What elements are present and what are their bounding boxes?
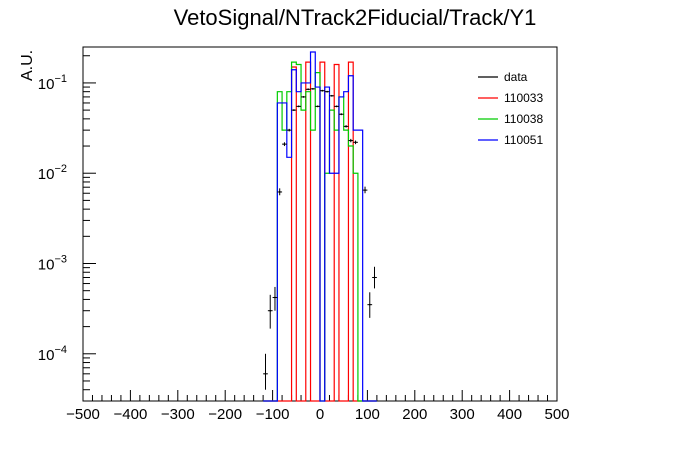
data-point — [348, 138, 354, 143]
data-marker — [311, 87, 314, 90]
x-tick-label: −200 — [208, 406, 242, 423]
data-marker — [340, 113, 343, 116]
legend: data 110033 110038 110051 — [478, 70, 543, 147]
data-point — [324, 90, 330, 93]
x-tick-label: 500 — [544, 406, 569, 423]
y-axis-title: A.U. — [19, 50, 36, 81]
data-marker — [368, 303, 371, 306]
data-marker — [330, 94, 333, 97]
y-tick-label: 10−2 — [38, 163, 67, 183]
axis-ticks: −500 −400 −300 −200 −100 0 100 200 300 400 500 10−4… — [38, 55, 570, 423]
data-point — [267, 294, 273, 329]
y-tick-label: 10−4 — [38, 344, 67, 364]
data-point — [372, 266, 377, 289]
data-point — [367, 292, 373, 318]
data-marker — [345, 125, 347, 128]
data-marker — [278, 191, 281, 193]
histogram-series — [263, 51, 377, 402]
data-marker — [274, 296, 276, 299]
data-point — [272, 286, 278, 311]
x-tick-label: 400 — [497, 406, 522, 423]
data-point — [301, 96, 306, 98]
x-tick-label: 200 — [402, 406, 427, 423]
data-marker — [335, 105, 338, 108]
x-tick-label: −400 — [114, 406, 148, 423]
x-tick-label: 0 — [316, 406, 324, 423]
data-point — [315, 105, 320, 108]
legend-label-data: data — [504, 70, 528, 84]
x-tick-label: −100 — [256, 406, 290, 423]
x-tick-label: −300 — [161, 406, 195, 423]
series-110033-line — [263, 61, 377, 402]
data-marker — [293, 109, 295, 112]
x-tick-label: 300 — [450, 406, 475, 423]
data-point — [320, 89, 325, 92]
data-marker — [283, 143, 286, 146]
data-point — [334, 105, 339, 108]
data-point — [263, 353, 268, 390]
data-point — [343, 125, 349, 128]
data-point — [277, 188, 283, 196]
data-marker — [364, 189, 366, 192]
y-tick-label: 10−3 — [38, 254, 67, 274]
data-marker — [321, 89, 324, 92]
data-point — [291, 109, 297, 112]
x-tick-label: −500 — [66, 406, 100, 423]
data-point — [362, 186, 368, 194]
legend-label-110038: 110038 — [504, 112, 543, 126]
y-tick-label: 10−1 — [38, 73, 67, 93]
series-110051-line — [263, 51, 377, 402]
data-point — [296, 105, 302, 108]
data-point — [353, 140, 358, 145]
data-marker — [354, 141, 357, 144]
data-marker — [307, 88, 310, 91]
data-marker — [269, 309, 272, 312]
data-point — [310, 87, 316, 90]
data-point — [329, 94, 335, 97]
data-marker — [316, 105, 319, 108]
data-marker — [373, 276, 376, 279]
data-point — [305, 88, 311, 91]
data-marker — [349, 139, 352, 142]
data-marker — [264, 372, 267, 375]
chart-title: VetoSignal/NTrack2Fiducial/Track/Y1 — [174, 5, 537, 30]
data-points — [263, 87, 377, 390]
data-point — [286, 128, 292, 132]
data-marker — [326, 90, 329, 93]
legend-label-110033: 110033 — [504, 91, 543, 105]
data-point — [282, 142, 287, 147]
data-marker — [297, 105, 300, 108]
legend-label-110051: 110051 — [504, 133, 543, 147]
data-marker — [288, 129, 291, 132]
x-tick-label: 100 — [355, 406, 380, 423]
data-marker — [302, 96, 305, 98]
data-point — [338, 113, 344, 116]
